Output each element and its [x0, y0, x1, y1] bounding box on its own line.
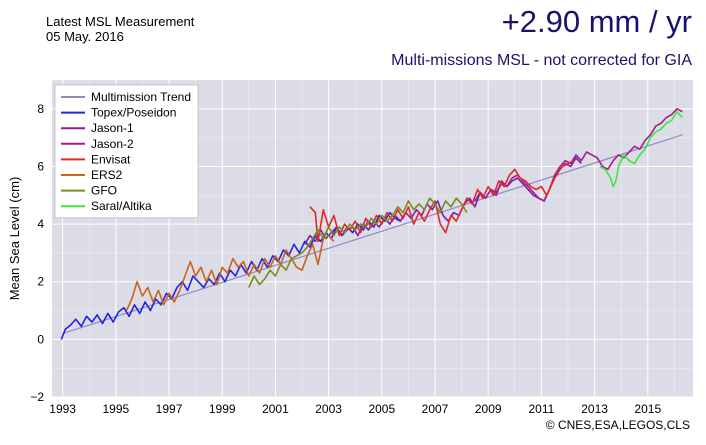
series-line-gfo: [248, 197, 468, 288]
series-layer: [60, 108, 683, 340]
x-tick-label: 2003: [315, 402, 342, 416]
x-tick-label: 2009: [475, 402, 502, 416]
legend-box: [54, 84, 199, 219]
axis-ticks: 1993 1995 1997 1999 2001 2003 2005 2007 2009 2011…: [30, 102, 661, 416]
y-tick-label: 0: [37, 332, 44, 346]
x-tick-label: 2011: [528, 402, 554, 416]
y-tick-label: 2: [37, 275, 44, 289]
legend-label: Jason-2: [91, 137, 134, 151]
x-tick-label: 1999: [209, 402, 236, 416]
x-tick-label: 2007: [422, 402, 449, 416]
header-left: Latest MSL Measurement 05 May. 2016: [46, 14, 194, 44]
series-line-ers2: [125, 234, 335, 311]
x-tick-label: 2013: [581, 402, 608, 416]
y-tick-label: 6: [37, 159, 44, 173]
x-tick-label: 2005: [368, 402, 395, 416]
legend-label: Multimission Trend: [91, 90, 191, 104]
legend-label: GFO: [91, 184, 117, 198]
copyright-notice: © CNES,ESA,LEGOS,CLS: [545, 418, 690, 432]
legend-label: Saral/Altika: [91, 199, 152, 213]
series-line-saral-altika: [599, 110, 683, 188]
series-line-jason-2: [474, 108, 683, 202]
x-tick-label: 1997: [156, 402, 183, 416]
legend-label: ERS2: [91, 168, 123, 182]
x-tick-label: 2015: [634, 402, 661, 416]
x-tick-label: 1993: [49, 402, 76, 416]
y-axis-label: Mean Sea Level (cm): [7, 177, 22, 301]
chart-title: Latest MSL Measurement: [46, 14, 195, 29]
trend-rate: +2.90 mm / yr: [501, 4, 692, 39]
legend-label: Topex/Poseidon: [91, 106, 176, 120]
measurement-date: 05 May. 2016: [46, 29, 124, 44]
x-tick-label: 1995: [102, 402, 129, 416]
legend-label: Jason-1: [91, 121, 134, 135]
y-tick-label: 8: [37, 102, 44, 116]
chart-subtitle: Multi-missions MSL - not corrected for G…: [391, 52, 692, 69]
legend-label: Envisat: [91, 152, 131, 166]
x-tick-label: 2001: [262, 402, 289, 416]
y-tick-label: 4: [37, 217, 44, 231]
y-tick-label: −2: [30, 390, 44, 404]
